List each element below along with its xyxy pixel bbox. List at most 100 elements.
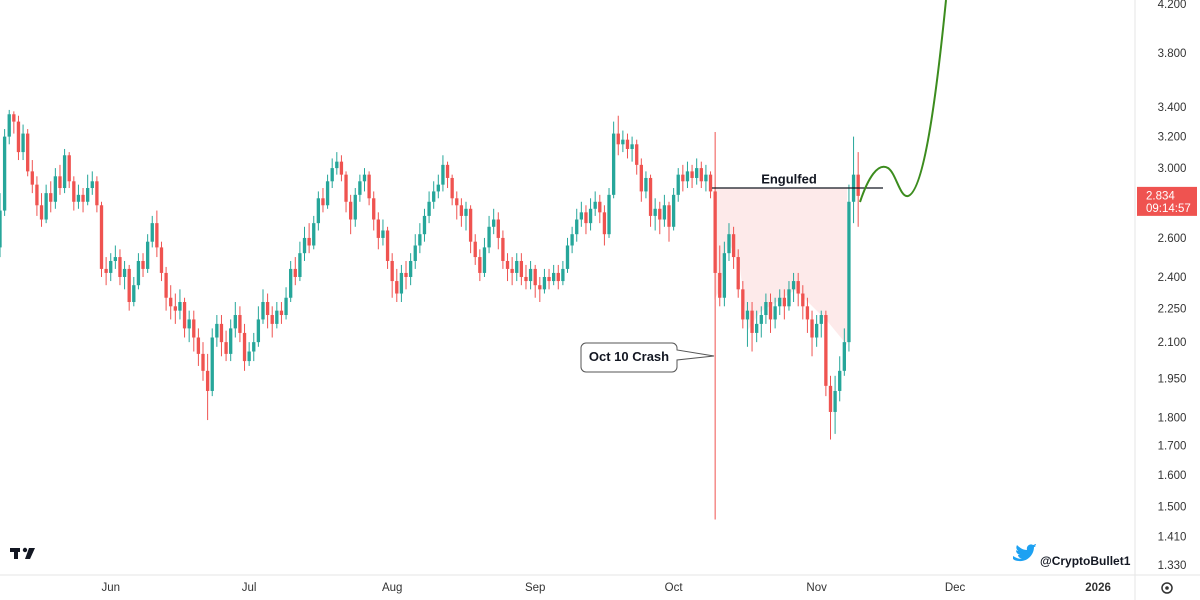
candle-body [104, 268, 108, 273]
x-tick-label: 2026 [1085, 582, 1111, 594]
candle-body [741, 289, 745, 320]
x-tick-label: Aug [382, 582, 402, 594]
candle-body [229, 328, 233, 354]
candle-body [676, 174, 680, 195]
candle-body [487, 226, 491, 248]
candle-body [436, 184, 440, 192]
candle-body [67, 155, 71, 182]
y-tick-label: 3.000 [1158, 163, 1187, 175]
candle-body [95, 181, 99, 206]
candle-body [482, 247, 487, 273]
candle-body [704, 174, 708, 182]
settings-button[interactable] [1161, 582, 1173, 594]
candle-body [824, 315, 828, 386]
candle-body [556, 272, 560, 282]
candle-body [856, 174, 860, 196]
callout-box [580, 342, 715, 373]
candle-body [219, 323, 224, 343]
candle-body [828, 385, 833, 412]
candle-body [814, 323, 819, 338]
candle-body [455, 198, 459, 206]
candle-body [372, 198, 376, 220]
candle-body [376, 219, 380, 238]
candle-body [602, 212, 607, 235]
x-tick-label: Oct [665, 582, 684, 594]
candle-body [247, 351, 251, 362]
candle-body [155, 223, 159, 248]
logo-part [25, 548, 35, 559]
candle-body [72, 181, 76, 202]
candle-body [367, 174, 371, 199]
candle-body [270, 315, 274, 324]
candle-body [335, 161, 339, 169]
watermark-text: @CryptoBullet1 [1040, 554, 1131, 568]
candle-body [713, 191, 717, 273]
y-tick-label: 2.600 [1158, 233, 1187, 245]
watermark: @CryptoBullet1 [1013, 544, 1131, 568]
y-tick-label: 1.600 [1158, 470, 1187, 482]
candle-body [408, 260, 413, 277]
candle-body [764, 302, 768, 316]
candle-body [192, 319, 196, 338]
candle-body [30, 171, 34, 185]
candle-body [524, 276, 528, 282]
candle-body [49, 193, 53, 202]
candle-body [325, 181, 330, 206]
candle-body [745, 310, 750, 320]
candle-body [838, 370, 842, 391]
x-tick-label: Dec [945, 582, 966, 594]
candle-body [136, 260, 141, 286]
y-tick-label: 2.100 [1158, 337, 1187, 349]
candle-body [616, 133, 620, 145]
candle-body [307, 237, 311, 246]
candle-body [445, 164, 450, 178]
x-tick-label: Jun [101, 582, 120, 594]
candle-body [501, 237, 505, 261]
candle-body [122, 268, 127, 277]
candle-body [418, 234, 422, 246]
candle-body [584, 212, 588, 224]
candle-body [132, 285, 136, 303]
candle-body [422, 215, 427, 235]
candle-body [427, 201, 431, 216]
candle-body [344, 174, 348, 202]
candle-body [699, 168, 703, 182]
candle-body [399, 272, 404, 294]
y-tick-label: 1.950 [1158, 373, 1187, 385]
x-tick-label: Jul [242, 582, 257, 594]
candle-body [118, 257, 122, 277]
candle-body [390, 260, 394, 282]
settings-icon-center[interactable] [1165, 586, 1169, 590]
candle-body [224, 342, 228, 354]
candle-body [519, 260, 524, 277]
candle-body [750, 310, 754, 333]
candle-body [330, 168, 334, 182]
y-tick-label: 3.400 [1158, 102, 1187, 114]
candle-body [667, 205, 671, 227]
candle-body [505, 260, 510, 269]
candle-body [164, 272, 168, 298]
candle-body [718, 272, 722, 298]
annotation-text: Engulfed [761, 171, 817, 186]
y-tick-label: 1.700 [1158, 440, 1187, 452]
settings-icon[interactable] [1161, 582, 1173, 594]
candle-body [169, 297, 173, 307]
countdown-label: 09:14:57 [1146, 203, 1191, 215]
candle-body [473, 241, 477, 258]
candle-body [321, 198, 325, 206]
candle-body [44, 193, 48, 220]
candle-body [12, 114, 16, 122]
candle-body [348, 201, 353, 220]
candle-body [658, 208, 662, 220]
candle-body [404, 272, 408, 277]
candle-body [7, 114, 11, 137]
y-tick-label: 1.800 [1158, 412, 1187, 424]
candle-body [339, 161, 344, 175]
x-tick-label: Nov [806, 582, 827, 594]
candle-body [492, 219, 496, 227]
logo-part [22, 547, 28, 553]
candle-body [210, 337, 214, 391]
candle-body [625, 139, 630, 149]
candle-body [187, 319, 191, 329]
candle-body [538, 285, 542, 290]
